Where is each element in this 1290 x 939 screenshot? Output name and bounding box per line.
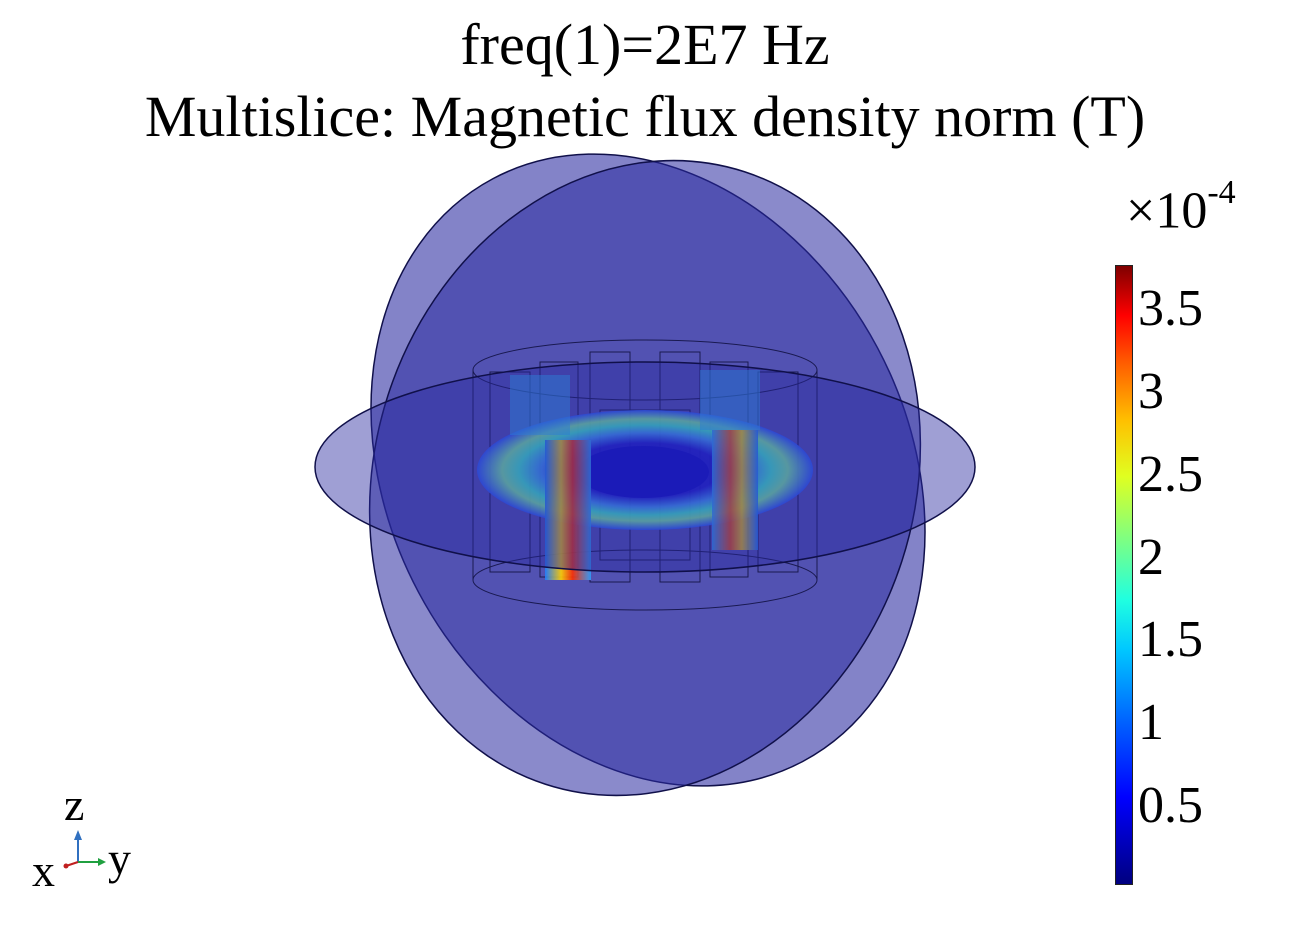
axis-triad bbox=[63, 830, 106, 869]
colorbar bbox=[1115, 265, 1133, 885]
colorbar-tick: 1.5 bbox=[1138, 611, 1203, 668]
plot-subtitle: Multislice: Magnetic flux density norm (… bbox=[144, 84, 1146, 149]
colorbar-multiplier-exponent: -4 bbox=[1207, 174, 1236, 211]
field-right-coil bbox=[712, 430, 758, 550]
axis-z-label: z bbox=[64, 779, 85, 830]
colorbar-tick: 3 bbox=[1138, 363, 1164, 420]
colorbar-multiplier: ×10-4 bbox=[1126, 174, 1236, 240]
slice-xy bbox=[314, 361, 976, 573]
colorbar-multiplier-base: ×10 bbox=[1126, 182, 1208, 240]
field-ring-core bbox=[577, 446, 709, 498]
plot-title: freq(1)=2E7 Hz bbox=[460, 12, 830, 77]
colorbar-tick: 0.5 bbox=[1138, 777, 1203, 834]
colorbar-tick: 1 bbox=[1138, 694, 1164, 751]
field-left-top bbox=[510, 375, 570, 435]
colorbar-tick: 2 bbox=[1138, 529, 1164, 586]
axis-x-label: x bbox=[32, 845, 55, 896]
field-right-top bbox=[700, 370, 760, 430]
field-left-coil bbox=[545, 440, 591, 580]
colorbar-tick: 2.5 bbox=[1138, 446, 1203, 503]
axis-y-label: y bbox=[108, 833, 131, 884]
colorbar-tick: 3.5 bbox=[1138, 280, 1203, 337]
